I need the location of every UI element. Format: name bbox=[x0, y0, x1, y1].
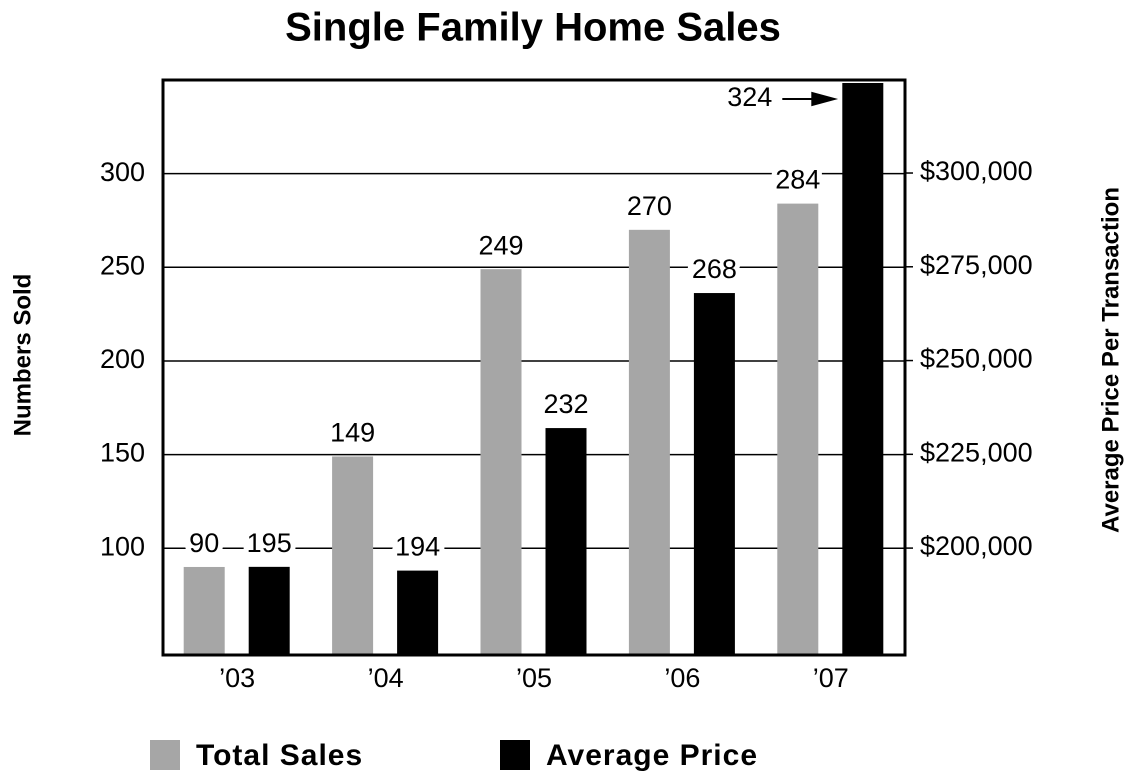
y2-axis-title: Average Price Per Transaction bbox=[1097, 187, 1124, 533]
value-label: 324 bbox=[727, 82, 772, 112]
bar bbox=[248, 566, 290, 655]
bar bbox=[628, 229, 670, 655]
x-tick-label: ’05 bbox=[516, 663, 552, 693]
value-label: 268 bbox=[692, 254, 737, 284]
y2-tick-label: $200,000 bbox=[920, 531, 1033, 561]
y2-tick-label: $300,000 bbox=[920, 156, 1033, 186]
y-tick-label: 150 bbox=[100, 438, 145, 468]
value-label: 195 bbox=[247, 528, 292, 558]
legend-label: Total Sales bbox=[196, 739, 363, 772]
legend-swatch bbox=[150, 740, 180, 770]
y-tick-label: 200 bbox=[100, 344, 145, 374]
y-tick-label: 100 bbox=[100, 531, 145, 561]
value-label: 232 bbox=[543, 389, 588, 419]
x-tick-label: ’07 bbox=[813, 663, 849, 693]
y-axis-title: Numbers Sold bbox=[9, 274, 36, 437]
value-label: 249 bbox=[478, 230, 523, 260]
bar bbox=[545, 428, 587, 655]
x-tick-label: ’03 bbox=[219, 663, 255, 693]
chart-title: Single Family Home Sales bbox=[285, 6, 781, 50]
value-label: 284 bbox=[775, 165, 820, 195]
bar bbox=[332, 456, 374, 655]
y2-tick-label: $225,000 bbox=[920, 437, 1033, 467]
value-label: 194 bbox=[395, 532, 440, 562]
y2-tick-label: $250,000 bbox=[920, 344, 1033, 374]
legend-label: Average Price bbox=[546, 739, 758, 772]
y-tick-label: 300 bbox=[100, 157, 145, 187]
bar bbox=[777, 203, 819, 655]
value-label: 270 bbox=[627, 191, 672, 221]
bar bbox=[397, 570, 439, 655]
x-tick-label: ’06 bbox=[664, 663, 700, 693]
value-label: 149 bbox=[330, 418, 375, 448]
annotation-arrow bbox=[782, 91, 839, 107]
y2-tick-label: $275,000 bbox=[920, 250, 1033, 280]
bar bbox=[183, 566, 225, 655]
legend-swatch bbox=[500, 740, 530, 770]
bar bbox=[693, 293, 735, 655]
bar bbox=[842, 83, 884, 655]
value-label: 90 bbox=[189, 528, 219, 558]
y-tick-label: 250 bbox=[100, 250, 145, 280]
bar bbox=[480, 269, 522, 655]
x-tick-label: ’04 bbox=[368, 663, 404, 693]
plot-frame bbox=[161, 78, 907, 657]
